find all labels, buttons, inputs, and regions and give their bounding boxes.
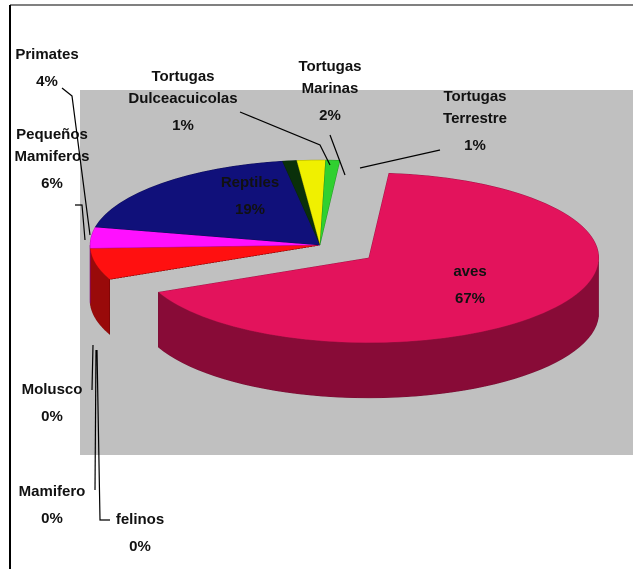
leader-line <box>61 87 91 236</box>
value-label: 0% <box>41 408 63 425</box>
leader-line <box>94 349 97 491</box>
value-label: 1% <box>172 117 194 134</box>
slice <box>94 160 321 246</box>
value-label: 0% <box>41 510 63 527</box>
category-label: Primates <box>15 46 78 63</box>
leader-line <box>96 349 110 521</box>
category-label: Reptiles <box>221 174 279 191</box>
value-label: 19% <box>235 201 265 218</box>
category-label: Tortugas Terrestre <box>443 88 507 127</box>
leader-line <box>359 149 441 169</box>
category-label: Tortugas Marinas <box>298 58 361 97</box>
leader-line <box>75 204 86 241</box>
leader-line <box>239 111 331 166</box>
category-label: aves <box>453 263 486 280</box>
category-label: felinos <box>116 511 164 528</box>
category-label: Molusco <box>22 381 83 398</box>
value-label: 4% <box>36 73 58 90</box>
leader-line <box>91 344 94 391</box>
value-label: 67% <box>455 290 485 307</box>
category-label: Mamifero <box>19 483 86 500</box>
slice <box>157 172 600 344</box>
leader-line <box>329 134 346 176</box>
value-label: 1% <box>464 137 486 154</box>
value-label: 6% <box>41 175 63 192</box>
value-label: 2% <box>319 107 341 124</box>
pie <box>89 159 600 399</box>
labels: aves 67% felinos 0% Mamifero 0% Molusco 0% Peque… <box>14 46 506 555</box>
category-label: Pequeños Mamiferos <box>14 126 89 165</box>
category-label: Tortugas Dulceacuicolas <box>128 68 237 107</box>
value-label: 0% <box>129 538 151 555</box>
